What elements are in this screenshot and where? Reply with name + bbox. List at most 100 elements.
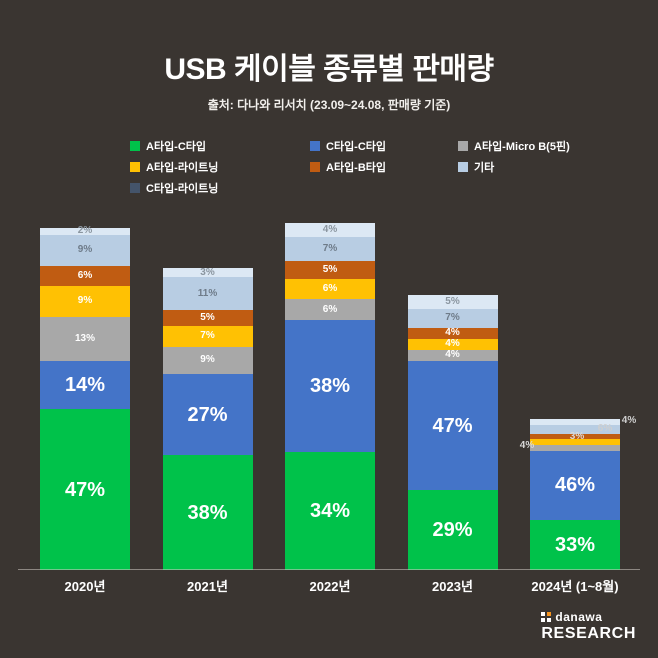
- legend-swatch: [310, 141, 320, 151]
- segment-value-label: 47%: [64, 478, 106, 501]
- segment-value-label: 38%: [309, 375, 351, 398]
- source-subtitle: 출처: 다나와 리서치 (23.09~24.08, 판매량 기준): [207, 98, 451, 112]
- bar-segment-C타입-C타입: 27%: [162, 373, 253, 456]
- bar-2021년: 38% 27% 9% 7% 5% 11% 3%: [162, 266, 253, 570]
- bar-2023년: 29% 47% 4% 4% 4% 7% 5%: [407, 294, 498, 570]
- legend: A타입-C타입 C타입-C타입 A타입-Micro B(5핀) A타입-라이트닝 A타입…: [130, 138, 636, 196]
- bar-segment-기타: 7%: [407, 308, 498, 328]
- segment-value-label: 9%: [200, 354, 215, 366]
- stacked-bar: 47% 14% 13% 9% 6% 9% 2%: [40, 226, 130, 570]
- callout-label-0: 4%: [519, 440, 535, 451]
- danawa-research-logo: danawa RESEARCH: [541, 610, 636, 643]
- bar-segment-A타입-C타입: 34%: [285, 452, 375, 570]
- segment-value-label: 34%: [309, 500, 351, 523]
- bar-segment-C타입-라이트닝: 2%: [40, 226, 130, 236]
- segment-value-label: 6%: [77, 269, 93, 281]
- segment-value-label: 7%: [200, 330, 215, 342]
- stacked-bar: 34% 38% 6% 6% 5% 7% 4%: [285, 223, 375, 570]
- callout-label-3: 4%: [621, 415, 637, 426]
- legend-label: C타입-C타입: [326, 141, 387, 153]
- segment-value-label: 46%: [554, 474, 596, 497]
- bar-segment-A타입-C타입: 38%: [162, 455, 253, 570]
- legend-label: C타입-라이트닝: [146, 183, 219, 195]
- segment-value-label: 38%: [187, 501, 228, 524]
- bar-2024년 (1~8월): 33% 46%: [530, 419, 620, 570]
- category-axis: 2020년 2021년 2022년 2023년 2024년 (1~8월): [0, 576, 658, 595]
- segment-value-label: 4%: [445, 327, 460, 339]
- bar-segment-C타입-C타입: 38%: [285, 320, 375, 453]
- segment-value-label: 11%: [197, 287, 218, 299]
- segment-value-label: 9%: [77, 295, 93, 307]
- segment-value-label: 4%: [322, 223, 338, 235]
- legend-label: A타입-Micro B(5핀): [474, 141, 570, 153]
- bar-segment-A타입-Micro B(5핀): 9%: [162, 346, 253, 374]
- legend-swatch: [130, 162, 140, 172]
- stacked-bar: 38% 27% 9% 7% 5% 11% 3%: [162, 266, 253, 570]
- segment-value-label: 14%: [64, 374, 106, 397]
- bar-segment-A타입-라이트닝: 9%: [40, 286, 130, 317]
- bar-segment-A타입-C타입: 29%: [407, 490, 498, 570]
- bar-segment-A타입-B타입: 4%: [407, 327, 498, 339]
- brand-name: danawa: [555, 610, 603, 624]
- bar-segment-C타입-C타입: 47%: [407, 360, 498, 491]
- bar-segment-A타입-Micro B(5핀): 4%: [407, 349, 498, 361]
- bar-segment-기타: 7%: [285, 236, 375, 262]
- bar-segment-C타입-라이트닝: 4%: [285, 223, 375, 237]
- bar-2020년: 47% 14% 13% 9% 6% 9% 2%: [40, 226, 130, 570]
- segment-value-label: 5%: [200, 311, 215, 323]
- category-label: 2023년: [432, 579, 473, 594]
- bar-segment-C타입-라이트닝: [530, 419, 620, 426]
- bar-segment-A타입-라이트닝: [530, 438, 620, 445]
- brand-research-label: RESEARCH: [541, 625, 636, 642]
- callout-label-2: 6%: [597, 423, 613, 434]
- stacked-bar: 29% 47% 4% 4% 4% 7% 5%: [407, 294, 498, 570]
- segment-value-label: 5%: [445, 295, 460, 307]
- bar-segment-A타입-라이트닝: 4%: [407, 338, 498, 350]
- segment-value-label: 13%: [74, 333, 95, 345]
- bar-segment-A타입-라이트닝: 6%: [285, 278, 375, 300]
- category-label: 2024년 (1~8월): [531, 579, 619, 594]
- legend-label: A타입-B타입: [326, 162, 387, 174]
- legend-swatch: [130, 141, 140, 151]
- bar-segment-C타입-라이트닝: 3%: [162, 266, 253, 278]
- bars-area: 47% 14% 13% 9% 6% 9% 2% 38% 27% 9% 7% 5% 11% 3% 34% 38%…: [0, 210, 658, 570]
- category-label: 2022년: [309, 579, 351, 594]
- bar-segment-C타입-C타입: 14%: [40, 361, 130, 410]
- bar-segment-A타입-B타입: 5%: [162, 310, 253, 326]
- legend-swatch: [310, 162, 320, 172]
- bar-segment-기타: 9%: [40, 234, 130, 266]
- segment-value-label: 6%: [322, 282, 338, 294]
- segment-value-label: 3%: [200, 266, 215, 278]
- category-label: 2021년: [187, 579, 228, 594]
- segment-value-label: 7%: [322, 243, 338, 255]
- bar-segment-A타입-B타입: 5%: [285, 261, 375, 279]
- bar-segment-A타입-C타입: 47%: [40, 409, 130, 570]
- legend-label: A타입-C타입: [146, 141, 207, 153]
- legend-item-4: A타입-B타입: [310, 159, 458, 175]
- segment-value-label: 47%: [432, 414, 473, 437]
- segment-value-label: 4%: [445, 349, 460, 361]
- segment-value-label: 4%: [445, 338, 460, 350]
- bar-segment-C타입-라이트닝: 5%: [407, 294, 498, 309]
- bar-segment-기타: [530, 425, 620, 435]
- category-label: 2020년: [64, 579, 106, 594]
- legend-swatch: [458, 162, 468, 172]
- bar-segment-A타입-Micro B(5핀): [530, 444, 620, 451]
- legend-swatch: [130, 183, 140, 193]
- bar-2022년: 34% 38% 6% 6% 5% 7% 4%: [285, 223, 375, 570]
- bar-segment-A타입-C타입: 33%: [530, 520, 620, 570]
- x-axis-baseline: [18, 569, 640, 570]
- legend-item-6: C타입-라이트닝: [130, 180, 310, 196]
- legend-label: 기타: [474, 162, 495, 174]
- page-title: USB 케이블 종류별 판매량: [164, 53, 494, 86]
- legend-label: A타입-라이트닝: [146, 162, 219, 174]
- bar-segment-C타입-C타입: 46%: [530, 450, 620, 521]
- stacked-bar: 33% 46%: [530, 419, 620, 570]
- segment-value-label: 33%: [554, 534, 596, 557]
- bar-segment-A타입-B타입: [530, 434, 620, 439]
- legend-item-5: 기타: [458, 159, 636, 175]
- bar-segment-기타: 11%: [162, 277, 253, 311]
- bar-segment-A타입-Micro B(5핀): 13%: [40, 316, 130, 362]
- legend-item-0: A타입-C타입: [130, 138, 310, 154]
